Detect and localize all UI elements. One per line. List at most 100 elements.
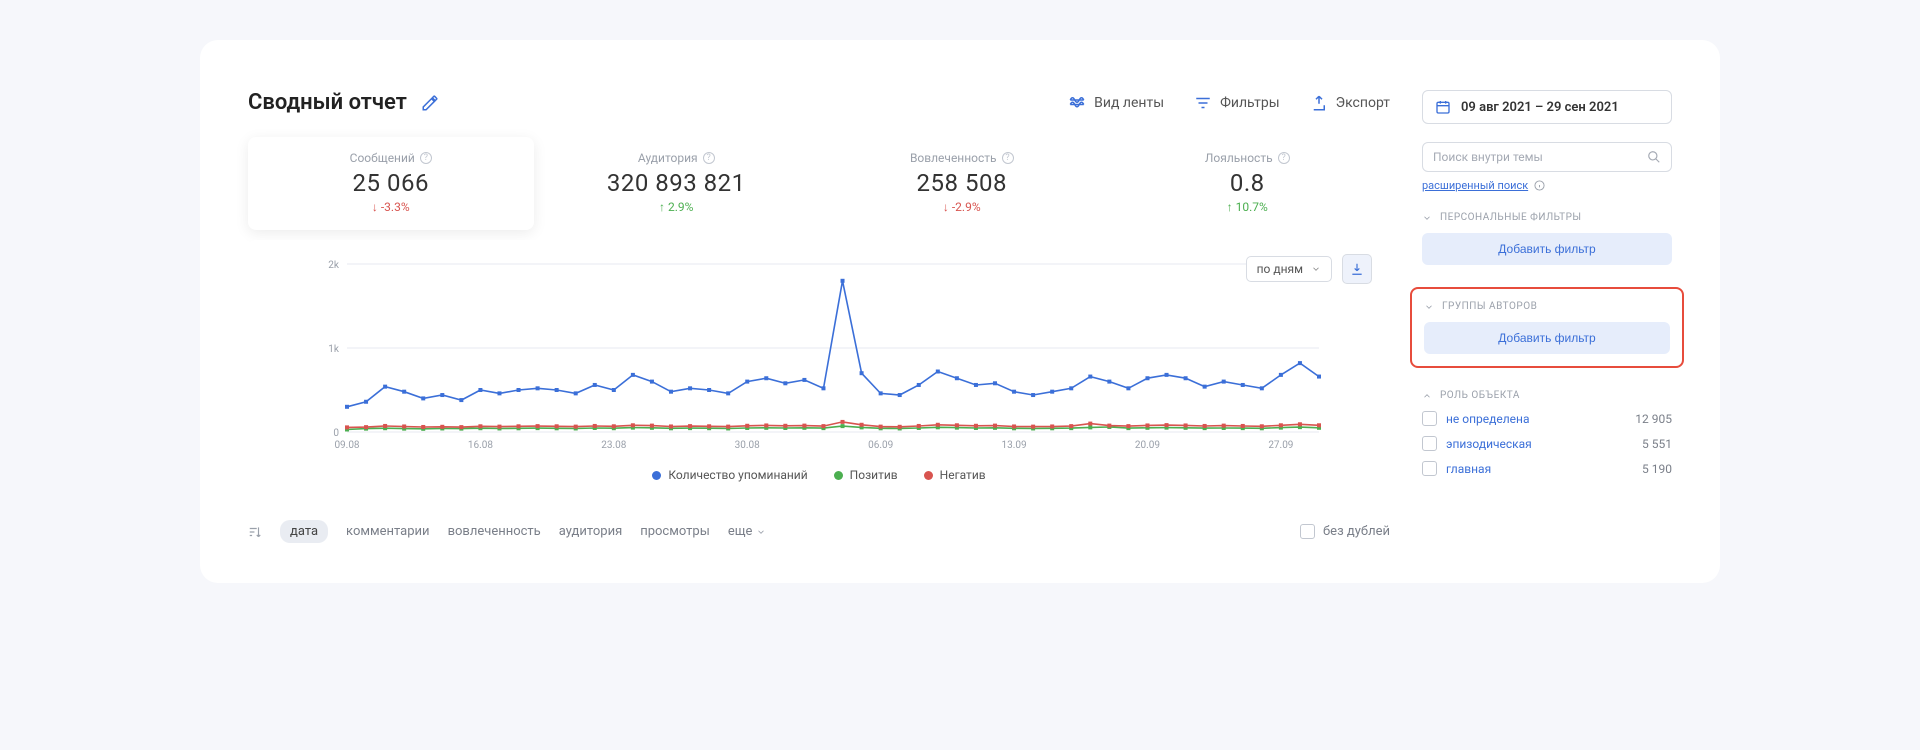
topic-search-input[interactable]: Поиск внутри темы (1422, 142, 1672, 172)
role-label: эпизодическая (1446, 437, 1532, 451)
page-title: Сводный отчет (248, 90, 407, 115)
personal-filters-title: ПЕРСОНАЛЬНЫЕ ФИЛЬТРЫ (1440, 212, 1582, 223)
role-item[interactable]: не определена 12 905 (1422, 411, 1672, 426)
sort-tabs: дата комментарии вовлеченность аудитория про… (248, 520, 766, 543)
granularity-select[interactable]: по дням (1246, 256, 1332, 282)
filters-action[interactable]: Фильтры (1194, 94, 1280, 112)
help-icon[interactable]: ? (1002, 152, 1014, 164)
help-icon[interactable]: ? (703, 152, 715, 164)
download-chart-button[interactable] (1342, 254, 1372, 284)
legend-label: Позитив (850, 468, 898, 482)
chart-svg-wrap: 01k2k09.0816.0823.0830.0806.0913.0920.09… (266, 250, 1372, 460)
chart-card: по дням 01k2k09.0816.0823.0830.0806.0913… (248, 240, 1390, 500)
svg-text:2k: 2k (328, 260, 340, 271)
sort-tab[interactable]: комментарии (346, 524, 430, 539)
search-icon (1647, 150, 1661, 164)
role-count: 5 551 (1642, 437, 1672, 451)
download-icon (1350, 262, 1364, 276)
kpi-delta: ↓ -2.9% (829, 200, 1095, 214)
sort-icon (248, 525, 262, 539)
legend-item[interactable]: Позитив (834, 468, 898, 482)
chevron-down-icon (1424, 302, 1434, 312)
help-icon[interactable]: ? (1278, 152, 1290, 164)
svg-text:0: 0 (333, 428, 339, 439)
export-icon (1310, 94, 1328, 112)
role-checkbox[interactable] (1422, 436, 1437, 451)
svg-text:13.09: 13.09 (1001, 440, 1026, 451)
edit-icon[interactable] (421, 94, 439, 112)
kpi-delta: ↓ -3.3% (258, 200, 524, 214)
no-duplicates-toggle[interactable]: без дублей (1300, 524, 1390, 539)
svg-text:27.09: 27.09 (1268, 440, 1293, 451)
header-row: Сводный отчет Вид ленты Фильтры Экспорт (248, 90, 1390, 115)
role-title: РОЛЬ ОБЪЕКТА (1440, 390, 1520, 401)
svg-text:1k: 1k (328, 344, 340, 355)
info-icon (1534, 180, 1545, 191)
role-item[interactable]: эпизодическая 5 551 (1422, 436, 1672, 451)
export-action[interactable]: Экспорт (1310, 94, 1390, 112)
personal-filters-header[interactable]: ПЕРСОНАЛЬНЫЕ ФИЛЬТРЫ (1422, 212, 1672, 223)
kpi-row: Сообщений?25 066↓ -3.3%Аудитория?320 893… (248, 137, 1390, 230)
kpi-label: Лояльность? (1205, 151, 1290, 165)
role-label: главная (1446, 462, 1491, 476)
feed-view-action[interactable]: Вид ленты (1068, 94, 1164, 112)
role-section: РОЛЬ ОБЪЕКТА не определена 12 905 эпизодич… (1422, 390, 1672, 476)
svg-text:20.09: 20.09 (1135, 440, 1160, 451)
chart-controls: по дням (1246, 254, 1372, 284)
chart-svg: 01k2k09.0816.0823.0830.0806.0913.0920.09… (266, 250, 1372, 460)
kpi-value: 320 893 821 (544, 169, 810, 197)
chevron-down-icon (1311, 264, 1321, 274)
legend-item[interactable]: Количество упоминаний (652, 468, 807, 482)
advanced-search-link[interactable]: расширенный поиск (1422, 179, 1545, 192)
search-placeholder: Поиск внутри темы (1433, 150, 1543, 164)
add-personal-filter-button[interactable]: Добавить фильтр (1422, 233, 1672, 265)
role-label: не определена (1446, 412, 1529, 426)
svg-text:16.08: 16.08 (468, 440, 493, 451)
author-groups-section: ГРУППЫ АВТОРОВ Добавить фильтр (1410, 287, 1684, 368)
no-duplicates-label: без дублей (1323, 524, 1390, 539)
role-checkbox[interactable] (1422, 461, 1437, 476)
date-range-label: 09 авг 2021 – 29 сен 2021 (1461, 100, 1619, 115)
dashboard-page: Сводный отчет Вид ленты Фильтры Экспорт (200, 40, 1720, 583)
role-item[interactable]: главная5 190 (1422, 461, 1672, 476)
no-duplicates-checkbox[interactable] (1300, 524, 1315, 539)
role-checkbox[interactable] (1422, 411, 1437, 426)
role-items: не определена 12 905 эпизодическая 5 551 гла… (1422, 411, 1672, 476)
legend-dot (652, 471, 661, 480)
chevron-down-icon (756, 527, 766, 537)
sort-tab[interactable]: вовлеченность (448, 524, 541, 539)
add-author-group-filter-button[interactable]: Добавить фильтр (1424, 322, 1670, 354)
chart-legend: Количество упоминаний Позитив Негатив (266, 468, 1372, 482)
legend-label: Количество упоминаний (668, 468, 807, 482)
kpi-label: Сообщений? (350, 151, 432, 165)
kpi-card[interactable]: Лояльность?0.8↑ 10.7% (1105, 137, 1391, 230)
kpi-label: Вовлеченность? (910, 151, 1014, 165)
role-header[interactable]: РОЛЬ ОБЪЕКТА (1422, 390, 1672, 401)
kpi-delta: ↑ 2.9% (544, 200, 810, 214)
sort-tab-more[interactable]: еще (728, 524, 767, 539)
filters-icon (1194, 94, 1212, 112)
kpi-card[interactable]: Вовлеченность?258 508↓ -2.9% (819, 137, 1105, 230)
sort-tab[interactable]: просмотры (640, 524, 710, 539)
chevron-up-icon (1422, 391, 1432, 401)
legend-label: Негатив (940, 468, 986, 482)
kpi-card[interactable]: Аудитория?320 893 821↑ 2.9% (534, 137, 820, 230)
advanced-search-label: расширенный поиск (1422, 179, 1528, 192)
svg-text:06.09: 06.09 (868, 440, 893, 451)
help-icon[interactable]: ? (420, 152, 432, 164)
svg-text:09.08: 09.08 (334, 440, 359, 451)
kpi-delta: ↑ 10.7% (1115, 200, 1381, 214)
calendar-icon (1435, 99, 1451, 115)
kpi-value: 25 066 (258, 169, 524, 197)
feed-view-icon (1068, 94, 1086, 112)
sort-tab[interactable]: дата (280, 520, 328, 543)
kpi-card[interactable]: Сообщений? 25 066 ↓ -3.3% (248, 137, 534, 230)
legend-item[interactable]: Негатив (924, 468, 986, 482)
date-range-picker[interactable]: 09 авг 2021 – 29 сен 2021 (1422, 90, 1672, 124)
role-count: 12 905 (1635, 412, 1672, 426)
legend-dot (924, 471, 933, 480)
export-label: Экспорт (1336, 95, 1390, 111)
legend-dot (834, 471, 843, 480)
author-groups-header[interactable]: ГРУППЫ АВТОРОВ (1424, 301, 1670, 312)
sort-tab[interactable]: аудитория (559, 524, 622, 539)
